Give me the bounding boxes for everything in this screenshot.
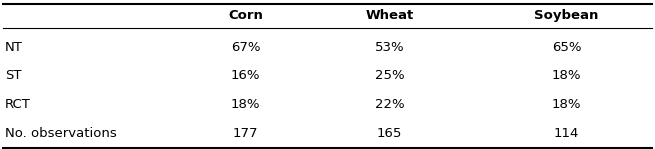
Text: 65%: 65% [552, 41, 582, 54]
Text: 165: 165 [377, 127, 402, 140]
Text: Wheat: Wheat [365, 9, 414, 22]
Text: 177: 177 [233, 127, 258, 140]
Text: 16%: 16% [231, 69, 261, 83]
Text: No. observations: No. observations [5, 127, 117, 140]
Text: 67%: 67% [231, 41, 261, 54]
Text: Soybean: Soybean [534, 9, 599, 22]
Text: 18%: 18% [231, 98, 261, 111]
Text: NT: NT [5, 41, 23, 54]
Text: ST: ST [5, 69, 22, 83]
Text: 25%: 25% [375, 69, 405, 83]
Text: 53%: 53% [375, 41, 405, 54]
Text: Corn: Corn [228, 9, 263, 22]
Text: RCT: RCT [5, 98, 31, 111]
Text: 18%: 18% [552, 69, 582, 83]
Text: 114: 114 [554, 127, 579, 140]
Text: 22%: 22% [375, 98, 405, 111]
Text: 18%: 18% [552, 98, 582, 111]
